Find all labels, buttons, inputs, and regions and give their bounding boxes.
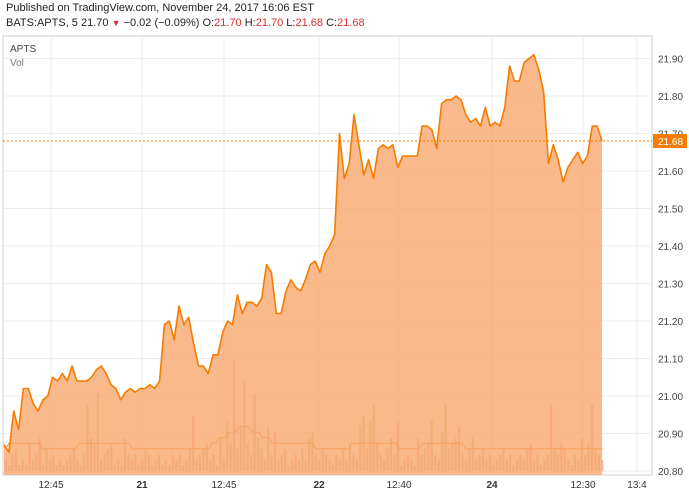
x-tick-label: 12:30 [570, 480, 595, 491]
x-tick-label: 22 [313, 480, 325, 491]
x-tick-label: 21 [136, 480, 148, 491]
price-line [3, 54, 603, 453]
x-tick-label: 12:40 [386, 480, 411, 491]
quote-line: BATS:APTS, 5 21.70 ▼ −0.02 (−0.09%) O:21… [6, 17, 365, 29]
legend-symbol: APTS [10, 44, 37, 55]
high-label: H: [244, 17, 256, 29]
low-value: 21.68 [295, 17, 324, 29]
high-value: 21.70 [255, 17, 284, 29]
x-tick-label: 13:4 [627, 480, 647, 491]
y-tick-label: 21.30 [658, 280, 683, 291]
y-tick-label: 21.60 [658, 167, 683, 178]
volume-bar [601, 459, 604, 471]
published-caption: Published on TradingView.com, November 2… [6, 2, 314, 14]
y-tick-label: 21.80 [658, 92, 683, 103]
y-tick-label: 21.20 [658, 317, 683, 328]
current-price-label: 21.68 [658, 137, 683, 148]
price-area [4, 54, 602, 476]
symbol-interval: BATS:APTS, 5 [6, 17, 78, 29]
x-tick-label: 24 [486, 480, 498, 491]
low-label: L: [286, 17, 296, 29]
close-value: 21.68 [337, 17, 365, 29]
x-tick-label: 12:45 [211, 480, 236, 491]
x-tick-label: 12:45 [38, 480, 63, 491]
y-tick-label: 21.50 [658, 205, 683, 216]
y-tick-label: 21.40 [658, 242, 683, 253]
y-tick-label: 20.90 [658, 430, 683, 441]
legend-volume: Vol [10, 58, 24, 69]
triangle-down-icon: ▼ [111, 18, 121, 28]
y-tick-label: 21.10 [658, 355, 683, 366]
close-label: C: [326, 17, 338, 29]
y-tick-label: 20.80 [658, 467, 683, 478]
y-tick-label: 21.90 [658, 55, 683, 66]
price-change: −0.02 (−0.09%) [123, 17, 200, 29]
current-price-tag [653, 134, 687, 148]
last-price: 21.70 [81, 17, 109, 29]
open-label: O: [202, 17, 215, 29]
y-tick-label: 21.00 [658, 392, 683, 403]
open-value: 21.70 [214, 17, 242, 29]
